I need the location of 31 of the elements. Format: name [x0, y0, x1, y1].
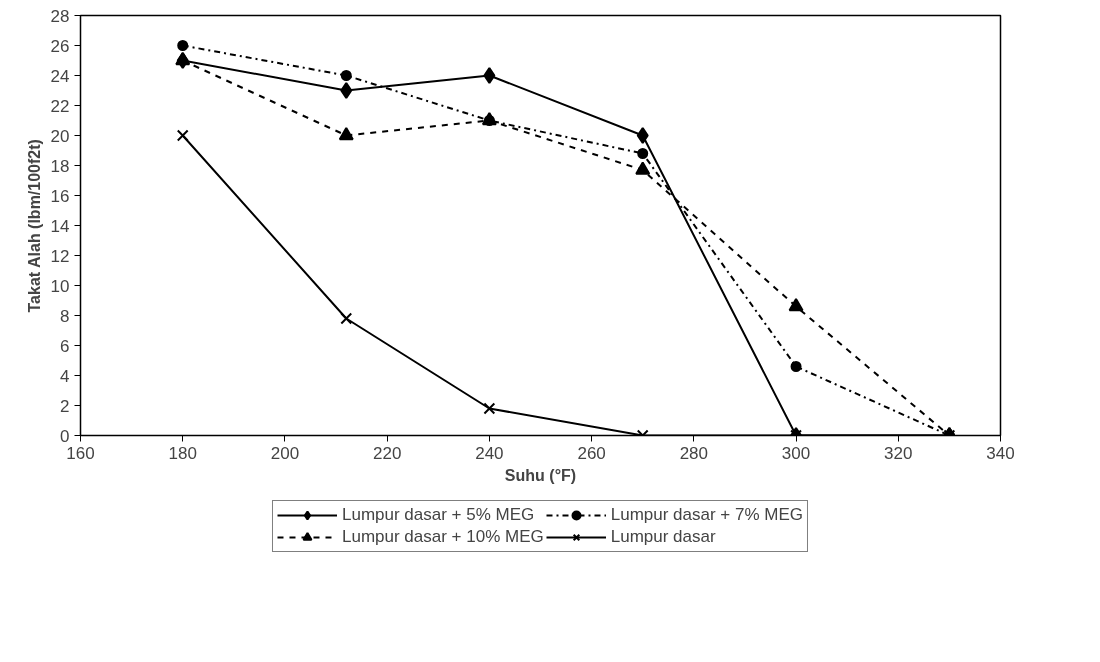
legend-label: Lumpur dasar + 7% MEG: [610, 505, 804, 525]
x-tick-label: 260: [577, 443, 606, 463]
y-tick-label: 12: [50, 246, 70, 266]
y-tick-label: 6: [60, 336, 70, 356]
y-tick-label: 28: [50, 6, 70, 26]
y-tick-label: 18: [50, 156, 70, 176]
y-tick-label: 16: [50, 186, 70, 206]
x-tick-label: 180: [168, 443, 197, 463]
legend-label: Lumpur dasar + 5% MEG: [341, 505, 535, 525]
y-tick-label: 22: [50, 96, 70, 116]
x-tick-label: 300: [781, 443, 811, 463]
x-tick-label: 320: [884, 443, 913, 463]
legend-label: Lumpur dasar + 10% MEG: [341, 527, 544, 547]
y-tick-label: 20: [50, 126, 70, 146]
x-tick-label: 160: [66, 443, 95, 463]
y-tick-label: 26: [50, 36, 70, 56]
y-tick-label: 4: [60, 366, 70, 386]
y-tick-label: 14: [50, 216, 70, 236]
y-tick-label: 8: [60, 306, 70, 326]
x-tick-label: 200: [270, 443, 300, 463]
y-axis-title: Takat Alah (lbm/100f2t): [25, 139, 43, 313]
y-tick-label: 2: [60, 396, 70, 416]
y-tick-label: 0: [60, 426, 70, 446]
y-tick-label: 10: [50, 276, 70, 296]
x-tick-label: 220: [372, 443, 402, 463]
y-tick-label: 24: [50, 66, 70, 86]
x-tick-label: 240: [475, 443, 504, 463]
x-tick-label: 340: [986, 443, 1015, 463]
legend-label: Lumpur dasar: [610, 527, 716, 547]
x-axis-title: Suhu (°F): [504, 466, 577, 484]
x-tick-label: 280: [679, 443, 709, 463]
